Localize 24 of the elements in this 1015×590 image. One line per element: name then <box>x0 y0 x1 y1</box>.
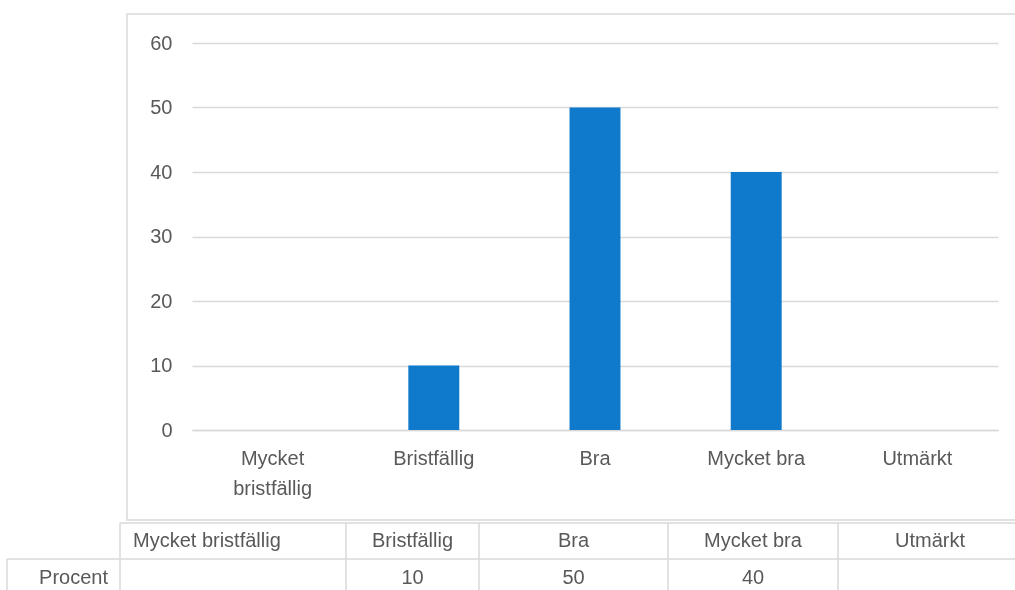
y-tick-label: 50 <box>150 96 173 118</box>
data-label: 40 <box>741 566 765 588</box>
bar <box>408 365 460 430</box>
x-tick-label: Mycket bra <box>707 446 806 469</box>
category-label: Mycket bra <box>704 529 802 551</box>
bar <box>569 107 621 430</box>
category-label: Bra <box>557 529 590 551</box>
y-tick-label: 30 <box>150 225 173 247</box>
x-tick-label: Mycket bristfällig <box>233 446 313 499</box>
x-tick-label: Bristfällig <box>393 446 475 469</box>
y-tick-label: 10 <box>150 354 173 376</box>
category-label: Bristfällig <box>371 529 454 551</box>
bar <box>730 172 782 430</box>
y-tick-label: 0 <box>161 418 173 441</box>
y-tick-label: 60 <box>150 31 173 54</box>
text: Procent <box>39 566 109 588</box>
x-tick-label: Bra <box>579 446 612 469</box>
y-tick-label: 20 <box>150 289 173 312</box>
x-tick-label: Utmärkt <box>882 446 953 469</box>
data-label: 10 <box>401 566 424 588</box>
category-label: Utmärkt <box>895 529 965 551</box>
data-label: 50 <box>562 566 585 588</box>
category-label: Mycket bristfällig <box>133 529 281 551</box>
y-tick-label: 40 <box>150 160 173 183</box>
